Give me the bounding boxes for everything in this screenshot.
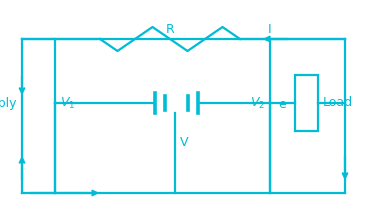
Text: Load: Load (323, 96, 353, 110)
Text: I: I (268, 23, 272, 36)
Text: R: R (166, 23, 174, 36)
Text: e: e (278, 98, 286, 111)
Bar (295, 75, 318, 131)
Text: V: V (180, 137, 189, 150)
Text: $V_1$: $V_1$ (60, 96, 75, 111)
Text: $V_2$: $V_2$ (250, 96, 265, 111)
Text: Supply: Supply (0, 96, 17, 110)
